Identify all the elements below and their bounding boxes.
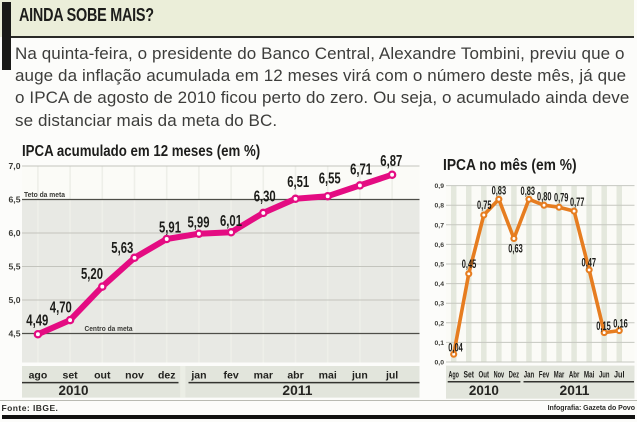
- svg-text:6,87: 6,87: [380, 153, 402, 170]
- svg-text:0,77: 0,77: [570, 197, 585, 209]
- svg-text:Out: Out: [479, 370, 490, 381]
- svg-text:0,04: 0,04: [448, 343, 463, 355]
- svg-text:6,0: 6,0: [9, 228, 21, 238]
- svg-text:Fev: Fev: [539, 370, 550, 381]
- svg-text:5,91: 5,91: [159, 220, 181, 237]
- svg-text:0,5: 0,5: [435, 262, 445, 269]
- svg-text:jul: jul: [385, 370, 398, 382]
- svg-text:0,45: 0,45: [462, 259, 477, 271]
- svg-text:Nov: Nov: [494, 370, 505, 381]
- svg-text:0,7: 0,7: [435, 222, 445, 229]
- svg-text:jan: jan: [190, 370, 206, 382]
- svg-text:2011: 2011: [560, 383, 590, 398]
- svg-text:0,8: 0,8: [435, 203, 445, 210]
- svg-text:out: out: [94, 370, 111, 382]
- svg-text:6,01: 6,01: [220, 213, 242, 230]
- svg-text:5,63: 5,63: [111, 240, 133, 257]
- svg-text:Jul: Jul: [614, 370, 625, 381]
- svg-text:2010: 2010: [59, 383, 89, 398]
- svg-text:0,15: 0,15: [596, 321, 611, 333]
- svg-text:0,9: 0,9: [435, 183, 445, 190]
- svg-text:Ago: Ago: [448, 370, 459, 381]
- svg-text:Jan: Jan: [524, 370, 535, 381]
- svg-text:jun: jun: [351, 370, 368, 382]
- svg-text:0,75: 0,75: [477, 200, 492, 212]
- svg-text:Dez: Dez: [509, 370, 520, 381]
- svg-text:set: set: [63, 370, 79, 382]
- svg-text:dez: dez: [158, 370, 176, 382]
- svg-text:5,99: 5,99: [188, 214, 210, 231]
- svg-text:4,49: 4,49: [26, 313, 48, 330]
- svg-text:5,5: 5,5: [9, 262, 21, 272]
- svg-text:6,5: 6,5: [9, 195, 21, 205]
- svg-text:0,63: 0,63: [508, 244, 523, 256]
- svg-text:4,70: 4,70: [50, 299, 72, 316]
- svg-text:2011: 2011: [282, 383, 312, 398]
- svg-text:6,71: 6,71: [350, 162, 372, 179]
- svg-text:Mar: Mar: [554, 370, 565, 381]
- svg-text:2010: 2010: [469, 383, 499, 398]
- svg-text:ago: ago: [29, 370, 48, 382]
- svg-text:0,47: 0,47: [582, 258, 597, 270]
- svg-text:nov: nov: [125, 370, 144, 382]
- svg-text:Centro da meta: Centro da meta: [85, 324, 134, 333]
- svg-text:Teto da meta: Teto da meta: [24, 190, 66, 199]
- svg-text:0,2: 0,2: [435, 320, 445, 327]
- svg-text:0,1: 0,1: [435, 340, 445, 347]
- svg-text:Jun: Jun: [599, 370, 610, 381]
- svg-text:0,0: 0,0: [435, 360, 445, 367]
- svg-text:0,83: 0,83: [521, 186, 536, 198]
- svg-text:0,83: 0,83: [492, 185, 507, 197]
- svg-text:6,30: 6,30: [254, 188, 276, 205]
- svg-text:abr: abr: [287, 370, 303, 382]
- svg-text:mai: mai: [319, 370, 337, 382]
- svg-text:4,5: 4,5: [9, 329, 21, 339]
- svg-text:5,20: 5,20: [81, 266, 103, 283]
- svg-text:0,16: 0,16: [613, 318, 628, 330]
- svg-text:Mai: Mai: [584, 370, 595, 381]
- svg-text:0,4: 0,4: [435, 281, 445, 288]
- svg-text:6,51: 6,51: [287, 174, 309, 191]
- svg-text:0,80: 0,80: [537, 191, 552, 203]
- svg-text:Set: Set: [464, 370, 475, 381]
- svg-text:Abr: Abr: [569, 370, 580, 381]
- svg-text:mar: mar: [254, 370, 273, 382]
- svg-text:5,0: 5,0: [9, 295, 21, 305]
- svg-text:fev: fev: [224, 370, 239, 382]
- svg-text:0,3: 0,3: [435, 301, 445, 308]
- svg-text:0,79: 0,79: [554, 193, 569, 205]
- svg-text:7,0: 7,0: [9, 161, 21, 171]
- svg-text:0,6: 0,6: [435, 242, 445, 249]
- svg-text:6,55: 6,55: [319, 171, 341, 188]
